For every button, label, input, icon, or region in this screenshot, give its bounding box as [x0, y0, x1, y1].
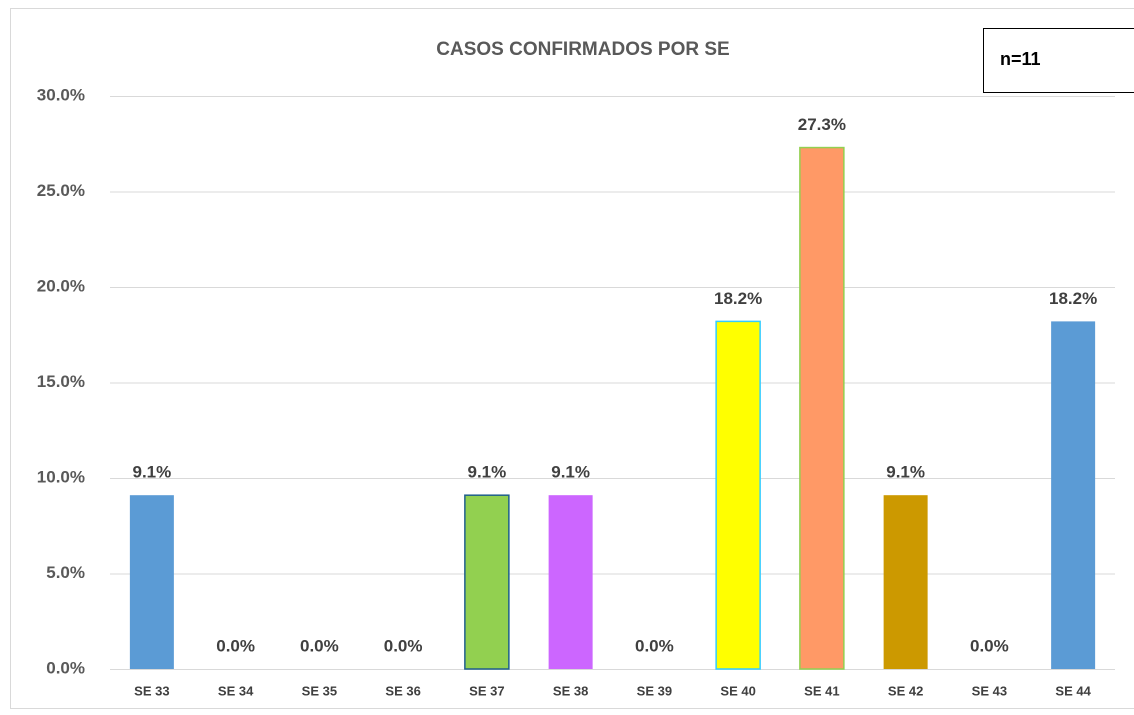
x-tick-label: SE 38	[553, 683, 588, 698]
annotation-box	[983, 28, 1134, 93]
y-tick-label: 25.0%	[37, 181, 85, 200]
value-label: 9.1%	[468, 463, 507, 482]
x-tick-label: SE 35	[302, 683, 337, 698]
y-tick-label: 10.0%	[37, 467, 85, 486]
x-tick-label: SE 44	[1055, 683, 1091, 698]
bar	[883, 495, 928, 669]
chart-title: CASOS CONFIRMADOS POR SE	[436, 39, 729, 60]
bar	[464, 494, 510, 670]
bar	[548, 495, 593, 669]
value-label: 27.3%	[798, 115, 846, 134]
value-label: 0.0%	[635, 636, 674, 655]
value-label: 0.0%	[384, 636, 423, 655]
value-label: 9.1%	[133, 463, 172, 482]
value-label: 9.1%	[886, 463, 925, 482]
x-tick-label: SE 36	[385, 683, 420, 698]
x-tick-label: SE 42	[888, 683, 923, 698]
x-tick-label: SE 43	[972, 683, 1007, 698]
bar	[1051, 321, 1096, 669]
y-tick-label: 0.0%	[46, 658, 85, 677]
value-label: 0.0%	[970, 636, 1009, 655]
x-tick-label: SE 34	[218, 683, 254, 698]
value-label: 0.0%	[300, 636, 339, 655]
y-tick-label: 30.0%	[37, 85, 85, 104]
bar	[715, 320, 761, 670]
x-tick-label: SE 41	[804, 683, 839, 698]
x-tick-label: SE 39	[637, 683, 672, 698]
y-tick-label: 20.0%	[37, 276, 85, 295]
x-tick-label: SE 33	[134, 683, 169, 698]
bar	[129, 495, 174, 669]
value-label: 0.0%	[216, 636, 255, 655]
annotation: n=11	[1000, 49, 1041, 69]
value-label: 18.2%	[1049, 289, 1097, 308]
x-tick-label: SE 40	[720, 683, 755, 698]
bar	[799, 146, 845, 670]
y-tick-label: 15.0%	[37, 372, 85, 391]
y-tick-label: 5.0%	[46, 563, 85, 582]
value-label: 9.1%	[551, 463, 590, 482]
value-label: 18.2%	[714, 289, 762, 308]
x-tick-label: SE 37	[469, 683, 504, 698]
